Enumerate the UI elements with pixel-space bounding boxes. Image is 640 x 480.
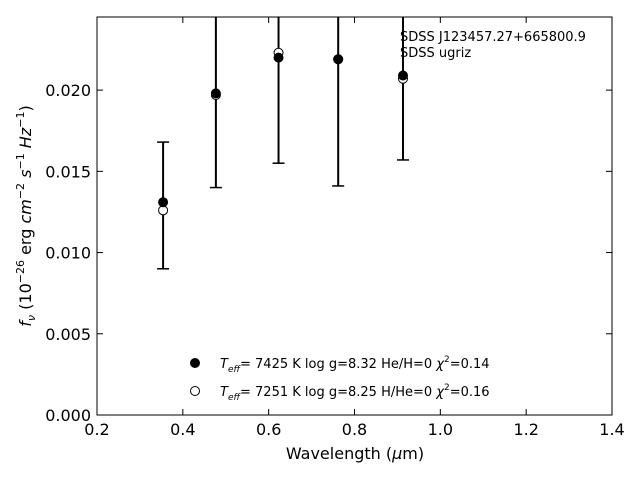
x-axis-label: Wavelength (μm)	[286, 444, 424, 463]
x-tick-label: 0.4	[170, 420, 195, 439]
legend-entry: Teff= 7425 K log g=8.32 He/H=0 χ2=0.14	[220, 355, 490, 375]
data-markers	[158, 47, 408, 216]
legend-marker	[190, 358, 200, 368]
point-model-he-h	[158, 197, 169, 208]
annotation-survey: SDSS ugriz	[400, 46, 471, 61]
x-tick-label: 0.8	[342, 420, 367, 439]
point-model-he-h	[397, 70, 408, 81]
plot-area	[96, 16, 613, 416]
y-tick-label: 0.000	[45, 406, 91, 425]
point-model-he-h	[333, 54, 344, 65]
legend: Teff= 7425 K log g=8.32 He/H=0 χ2=0.14 Te…	[190, 355, 490, 403]
legend-entry: Teff= 7251 K log g=8.25 H/He=0 χ2=0.16	[220, 383, 490, 403]
x-tick-label: 1.4	[599, 420, 624, 439]
axis-ticks: 0.2 0.4 0.6 0.8 1.0 1.2 1.4 0.000 0.005 0.010 0.01…	[45, 17, 625, 439]
x-tick-label: 0.6	[256, 420, 281, 439]
y-tick-label: 0.015	[45, 162, 91, 181]
point-model-he-h	[210, 88, 221, 99]
x-tick-label: 1.2	[513, 420, 538, 439]
x-tick-label: 1.0	[428, 420, 453, 439]
annotation-object-name: SDSS J123457.27+665800.9	[400, 30, 586, 45]
y-axis-label: fν (10−26 erg cm−2 s−1 Hz−1)	[14, 105, 38, 326]
point-model-he-h	[273, 52, 284, 63]
y-tick-label: 0.005	[45, 325, 91, 344]
y-tick-label: 0.020	[45, 81, 91, 100]
y-tick-label: 0.010	[45, 244, 91, 263]
legend-marker	[190, 386, 200, 396]
x-tick-label: 0.2	[84, 420, 109, 439]
